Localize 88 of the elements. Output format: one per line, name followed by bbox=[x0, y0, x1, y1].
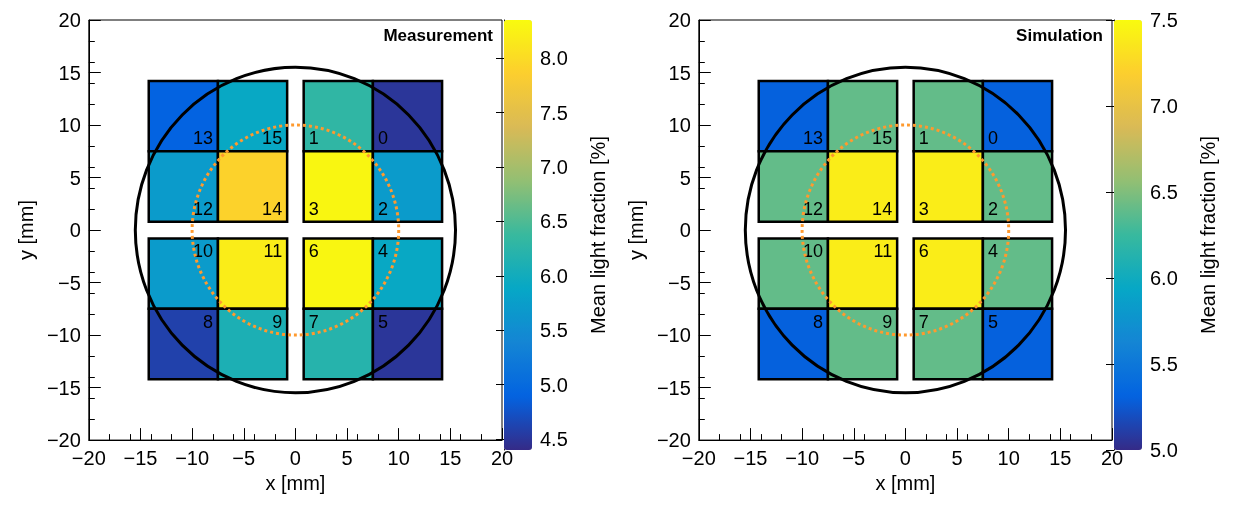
color-bar-title: Mean light fraction [%] bbox=[1197, 136, 1219, 334]
color-bar-label: 7.0 bbox=[1150, 95, 1178, 117]
x-tick-label: −10 bbox=[175, 447, 210, 470]
x-tick-label: 5 bbox=[951, 447, 963, 470]
annotation: 8 bbox=[812, 311, 823, 332]
y-tick-label: 10 bbox=[668, 114, 691, 137]
annotation: 3 bbox=[918, 198, 929, 219]
annotation: 13 bbox=[802, 128, 823, 149]
x-tick-label: −10 bbox=[785, 447, 820, 470]
y-tick-label: −10 bbox=[46, 324, 81, 347]
y-tick-label: 5 bbox=[69, 166, 81, 189]
annotation: 15 bbox=[262, 128, 283, 149]
x-tick-label: −5 bbox=[842, 447, 866, 470]
y-tick-label: 5 bbox=[679, 166, 691, 189]
x-tick-label: 5 bbox=[341, 447, 353, 470]
y-tick-label: 15 bbox=[58, 61, 81, 84]
color-bar-label: 6.0 bbox=[540, 264, 568, 287]
annotation: 0 bbox=[987, 128, 998, 149]
color-bar-label: 8.0 bbox=[540, 47, 568, 70]
chart-title: Measurement bbox=[383, 26, 494, 45]
y-tick-label: −20 bbox=[656, 429, 691, 452]
chart-title: Simulation bbox=[1016, 26, 1104, 45]
x-tick-label: 20 bbox=[1100, 447, 1124, 470]
y-tick-label: −5 bbox=[58, 271, 81, 294]
y-axis-title: y [mm] bbox=[625, 200, 647, 261]
annotation: 14 bbox=[262, 198, 283, 219]
y-tick-label: 0 bbox=[679, 219, 691, 242]
y-tick-label: −15 bbox=[656, 376, 691, 399]
annotation: 10 bbox=[802, 241, 823, 262]
annotation: 9 bbox=[272, 311, 283, 332]
color-bar-label: 7.5 bbox=[1150, 9, 1178, 31]
x-tick-label: −15 bbox=[733, 447, 768, 470]
x-tick-label: 10 bbox=[387, 447, 410, 470]
y-axis-title: y [mm] bbox=[15, 200, 37, 261]
y-tick-label: −10 bbox=[656, 324, 691, 347]
annotation: 14 bbox=[872, 198, 893, 219]
y-tick-label: 10 bbox=[58, 114, 81, 137]
annotation: 0 bbox=[377, 128, 388, 149]
annotation: 2 bbox=[987, 198, 998, 219]
annotation: 4 bbox=[377, 241, 388, 262]
annotation: 10 bbox=[192, 241, 213, 262]
x-tick-label: 15 bbox=[439, 447, 462, 470]
annotation: 12 bbox=[192, 198, 213, 219]
x-tick-label: 0 bbox=[289, 447, 301, 470]
annotation: 7 bbox=[918, 311, 929, 332]
annotation: 6 bbox=[308, 241, 319, 262]
annotation: 12 bbox=[802, 198, 823, 219]
annotation: 6 bbox=[918, 241, 929, 262]
annotation: 1 bbox=[918, 128, 929, 149]
y-tick-label: 15 bbox=[668, 61, 691, 84]
x-tick-label: −15 bbox=[123, 447, 158, 470]
color-bar-label: 6.0 bbox=[1150, 267, 1178, 289]
x-tick-label: 20 bbox=[490, 447, 514, 470]
annotation: 2 bbox=[377, 198, 388, 219]
x-tick-label: 15 bbox=[1049, 447, 1072, 470]
annotation: 4 bbox=[987, 241, 998, 262]
x-axis-title: x [mm] bbox=[265, 472, 326, 494]
annotation: 5 bbox=[377, 311, 388, 332]
annotation: 5 bbox=[987, 311, 998, 332]
x-tick-label: −5 bbox=[232, 447, 256, 470]
y-tick-label: −20 bbox=[46, 429, 81, 452]
color-bar-label: 5.5 bbox=[540, 319, 568, 342]
annotation: 1 bbox=[308, 128, 319, 149]
color-bar-label: 7.0 bbox=[540, 155, 568, 178]
x-tick-label: 10 bbox=[997, 447, 1020, 470]
annotation: 15 bbox=[872, 128, 893, 149]
color-bar-label: 4.5 bbox=[540, 428, 568, 451]
annotation: 7 bbox=[308, 311, 319, 332]
annotation: 9 bbox=[882, 311, 893, 332]
color-bar-label: 6.5 bbox=[1150, 181, 1178, 203]
annotation: 13 bbox=[192, 128, 213, 149]
annotation: 11 bbox=[873, 241, 893, 262]
color-bar-label: 5.0 bbox=[540, 373, 568, 396]
color-bar-label: 5.5 bbox=[1150, 353, 1178, 375]
y-tick-label: −5 bbox=[668, 271, 691, 294]
y-tick-label: 0 bbox=[69, 219, 81, 242]
color-bar-label: 7.5 bbox=[540, 101, 568, 124]
color-bar-label: 5.0 bbox=[1150, 439, 1178, 461]
annotation: 3 bbox=[308, 198, 319, 219]
y-tick-label: 20 bbox=[58, 9, 81, 31]
x-axis-title: x [mm] bbox=[875, 472, 936, 494]
y-tick-label: −15 bbox=[46, 376, 81, 399]
color-bar-label: 6.5 bbox=[540, 210, 568, 233]
x-tick-label: 0 bbox=[899, 447, 911, 470]
color-bar-title: Mean light fraction [%] bbox=[587, 136, 609, 334]
annotation: 11 bbox=[263, 241, 283, 262]
y-tick-label: 20 bbox=[668, 9, 691, 31]
annotation: 8 bbox=[202, 311, 213, 332]
